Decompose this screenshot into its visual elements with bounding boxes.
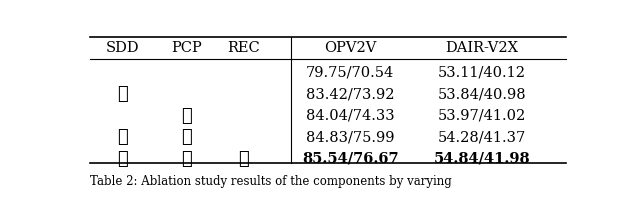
- Text: ✓: ✓: [181, 107, 192, 125]
- Text: 85.54/76.67: 85.54/76.67: [302, 152, 399, 166]
- Text: 54.28/41.37: 54.28/41.37: [438, 130, 526, 144]
- Text: REC: REC: [227, 41, 260, 55]
- Text: DAIR-V2X: DAIR-V2X: [445, 41, 518, 55]
- Text: ✓: ✓: [181, 128, 192, 146]
- Text: 79.75/70.54: 79.75/70.54: [306, 65, 394, 79]
- Text: ✓: ✓: [116, 128, 127, 146]
- Text: ✓: ✓: [181, 150, 192, 168]
- Text: 53.97/41.02: 53.97/41.02: [438, 109, 526, 123]
- Text: SDD: SDD: [106, 41, 139, 55]
- Text: 83.42/73.92: 83.42/73.92: [306, 87, 395, 101]
- Text: 53.11/40.12: 53.11/40.12: [438, 65, 526, 79]
- Text: 53.84/40.98: 53.84/40.98: [438, 87, 526, 101]
- Text: ✓: ✓: [238, 150, 249, 168]
- Text: 84.04/74.33: 84.04/74.33: [306, 109, 395, 123]
- Text: PCP: PCP: [172, 41, 202, 55]
- Text: ✓: ✓: [116, 150, 127, 168]
- Text: OPV2V: OPV2V: [324, 41, 376, 55]
- Text: ✓: ✓: [116, 85, 127, 103]
- Text: Table 2: Ablation study results of the components by varying: Table 2: Ablation study results of the c…: [90, 175, 452, 188]
- Text: 54.84/41.98: 54.84/41.98: [433, 152, 530, 166]
- Text: 84.83/75.99: 84.83/75.99: [306, 130, 395, 144]
